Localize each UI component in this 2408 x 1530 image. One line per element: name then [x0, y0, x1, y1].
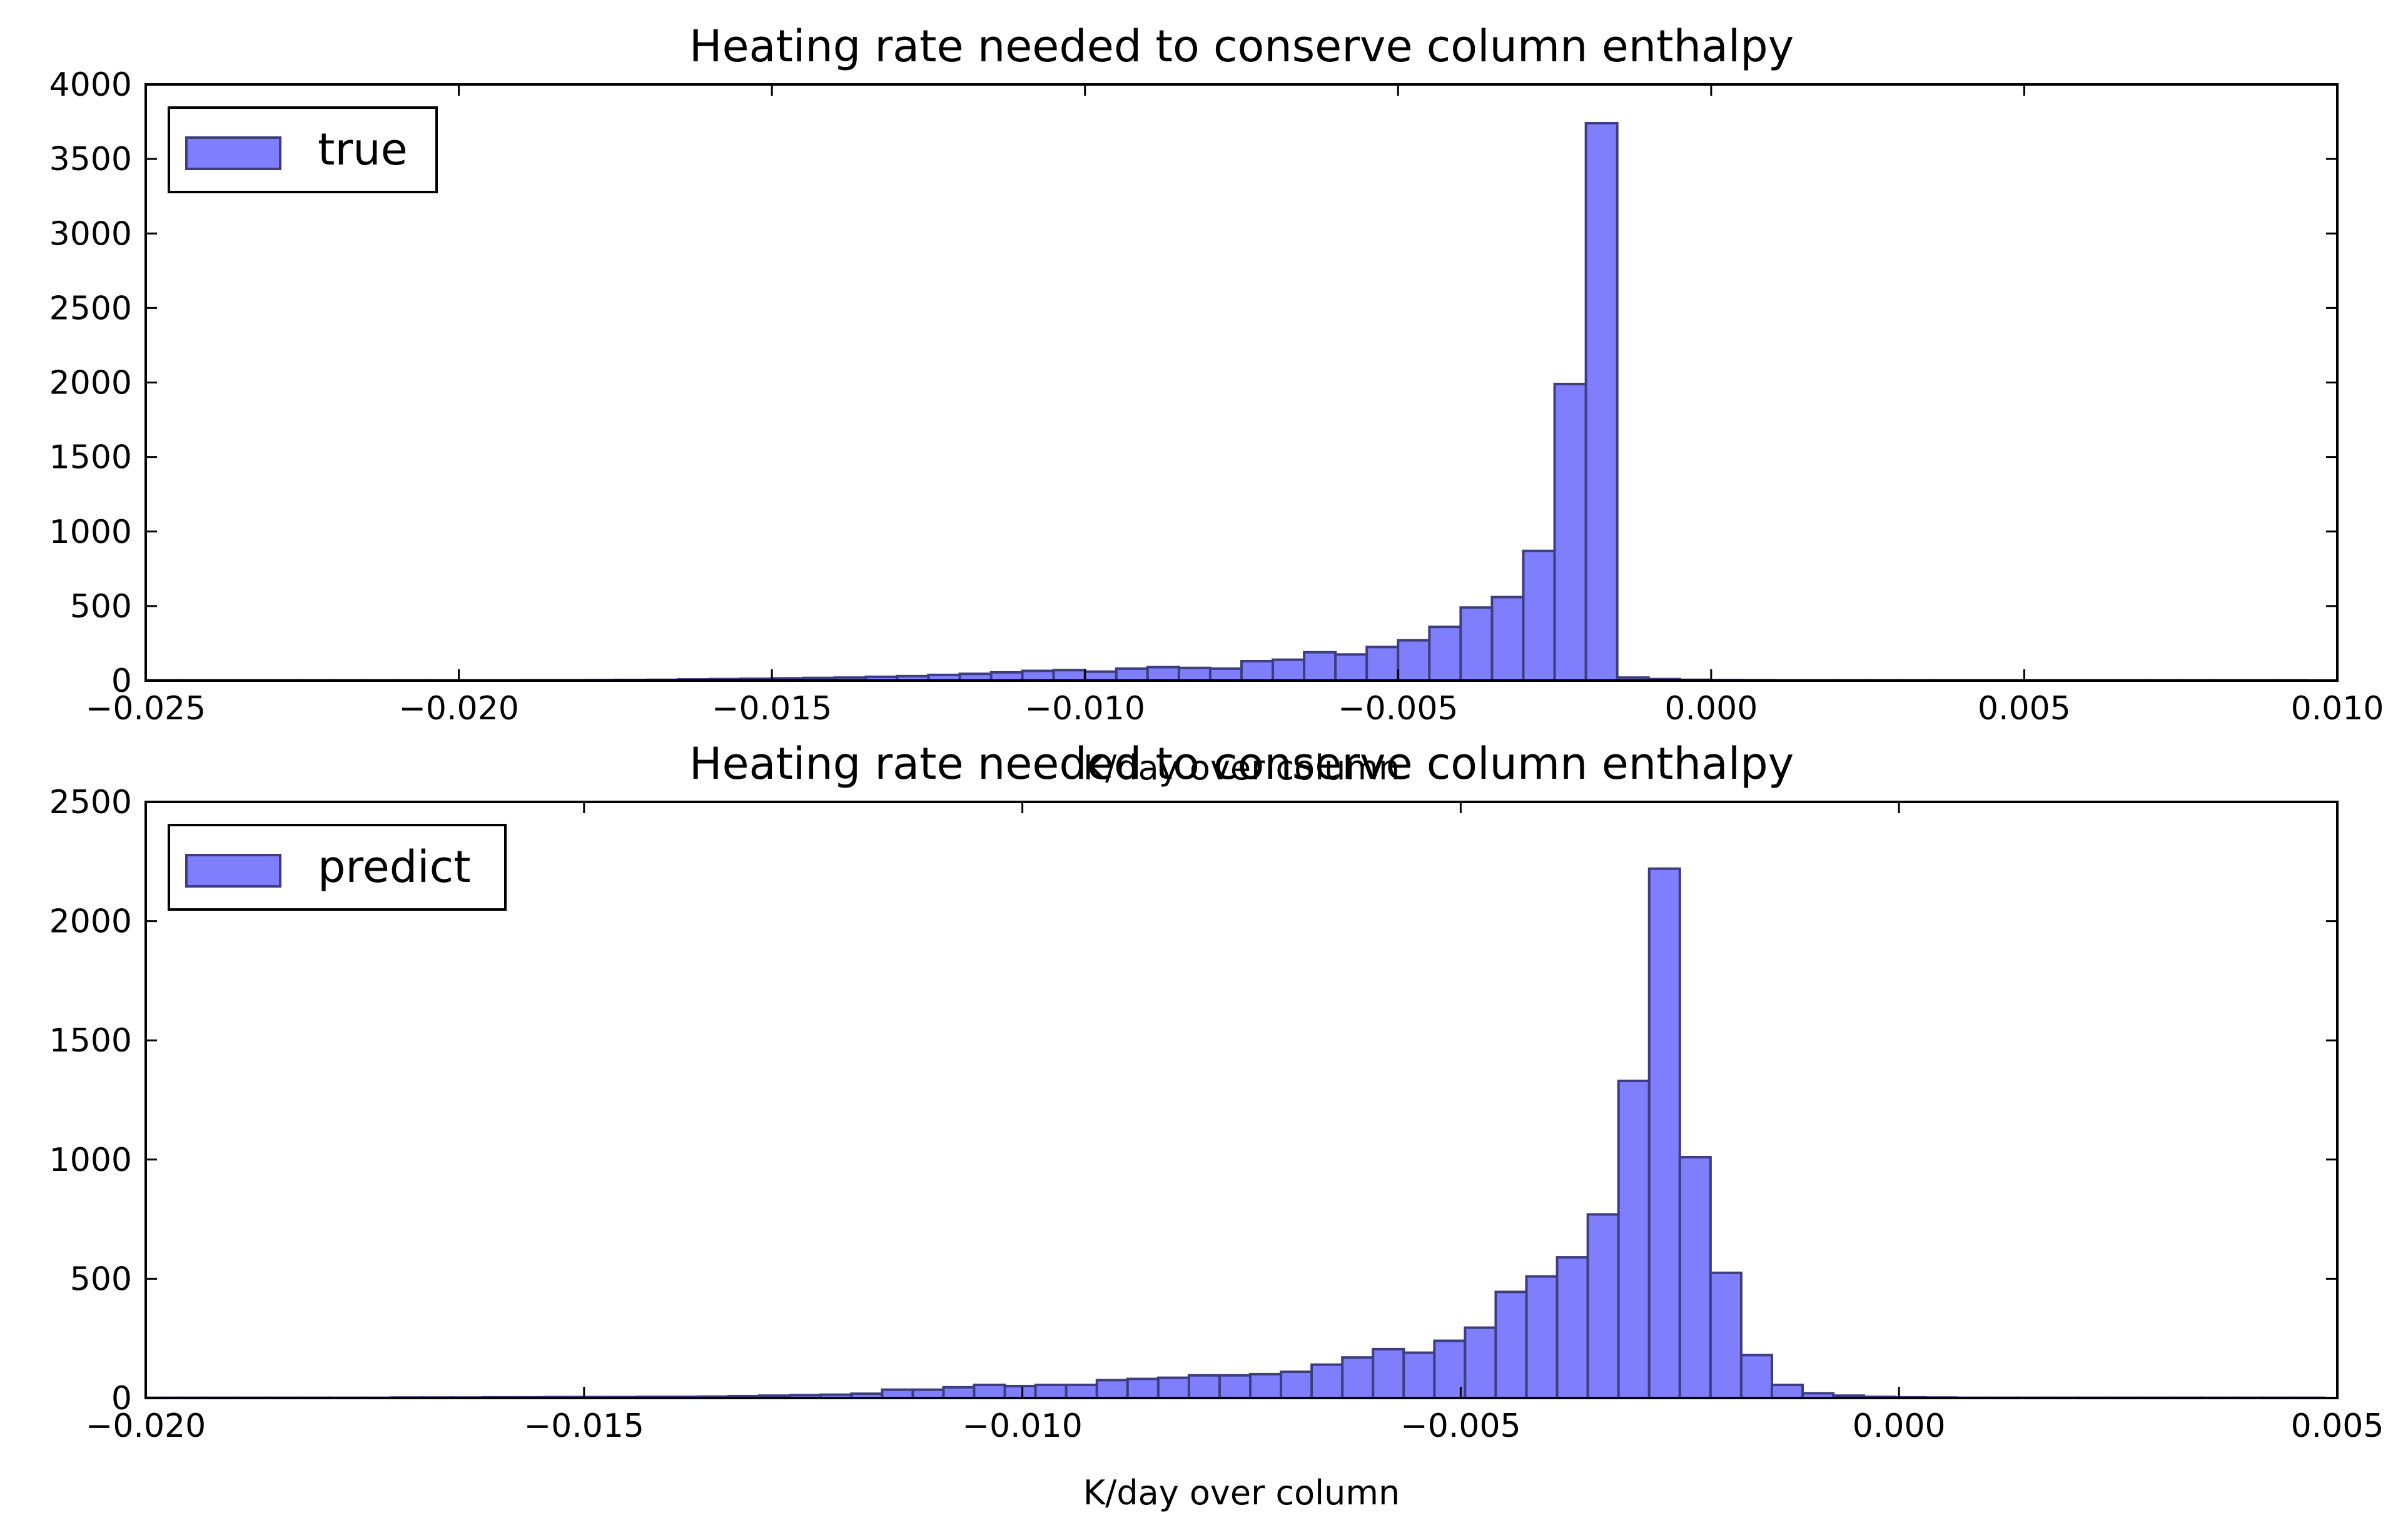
histogram-bar [1003, 1384, 1037, 1399]
histogram-bar [973, 1384, 1006, 1399]
x-tick-label: −0.020 [86, 1407, 206, 1445]
histogram-bar [1177, 666, 1212, 682]
histogram-bar [1065, 1384, 1098, 1399]
y-tick-label: 3500 [49, 141, 132, 178]
histogram-bar [1052, 669, 1086, 682]
x-tick-label: 0.005 [1978, 690, 2071, 727]
y-tick-label: 4000 [49, 66, 132, 104]
histogram-bar [1156, 1376, 1190, 1399]
x-axis-label: K/day over column [1083, 748, 1400, 788]
histogram-bar [1584, 121, 1619, 682]
y-tick-label: 500 [70, 1260, 132, 1298]
histogram-bar [1095, 1379, 1129, 1399]
y-tick-label: 1000 [49, 1142, 132, 1179]
axes-frame [144, 801, 2339, 1399]
histogram-bar [1770, 1384, 1804, 1399]
histogram-bar [1280, 1370, 1313, 1400]
histogram-bar [1553, 382, 1587, 682]
x-tick-label: −0.015 [524, 1407, 644, 1445]
histogram-bar [1341, 1356, 1375, 1400]
x-tick-label: −0.010 [962, 1407, 1082, 1445]
histogram-bar [1208, 667, 1243, 682]
y-tick-label: 1500 [49, 439, 132, 477]
y-tick-label: 3000 [49, 215, 132, 253]
histogram-bar [1678, 1155, 1712, 1400]
legend-label: true [318, 124, 408, 175]
histogram-bar [911, 1388, 945, 1399]
histogram-bar [1490, 595, 1525, 682]
legend: true [168, 106, 438, 193]
chart-predict-histogram: −0.020 −0.015 −0.010 −0.005 0.000 0.005 0 500 10… [49, 738, 2384, 1512]
y-tick-label: 0 [111, 1380, 132, 1417]
histogram-bar [1464, 1326, 1497, 1399]
histogram-bar [942, 1386, 976, 1399]
histogram-bar [1249, 1372, 1283, 1399]
histogram-bar [1115, 667, 1149, 682]
y-tick-label: 1000 [49, 514, 132, 551]
histogram-bar [1372, 1347, 1405, 1400]
legend: predict [168, 824, 507, 911]
y-tick-label: 1500 [49, 1022, 132, 1060]
histogram-bar [1428, 626, 1462, 682]
chart-title: Heating rate needed to conserve column e… [689, 21, 1794, 72]
histogram-bar [1459, 606, 1494, 682]
histogram-bar [1218, 1374, 1252, 1399]
histogram-bar [1402, 1351, 1436, 1400]
legend-swatch [185, 136, 281, 170]
y-tick-label: 2500 [49, 290, 132, 327]
histogram-bar [881, 1388, 914, 1399]
histogram-bar [1709, 1271, 1743, 1399]
y-tick-label: 0 [111, 662, 132, 700]
x-tick-label: 0.000 [1664, 690, 1758, 727]
x-tick-label: −0.005 [1338, 690, 1458, 727]
histogram-bar [1272, 658, 1306, 682]
y-tick-label: 500 [70, 588, 132, 626]
histogram-bar [1739, 1354, 1773, 1400]
x-tick-label: −0.025 [86, 690, 206, 727]
x-tick-label: −0.010 [1024, 690, 1145, 727]
histogram-bar [1021, 669, 1055, 682]
x-tick-label: 0.000 [1853, 1407, 1946, 1445]
histogram-bar [1525, 1275, 1559, 1400]
chart-title: Heating rate needed to conserve column e… [689, 738, 1794, 789]
legend-label: predict [318, 841, 471, 893]
histogram-bar [1083, 670, 1118, 682]
histogram-bar [1556, 1256, 1589, 1400]
ticks-group: −0.020 −0.015 −0.010 −0.005 0.000 0.005 0 500 10… [49, 784, 2384, 1445]
histogram-bar [1397, 639, 1431, 682]
y-tick-label: 2000 [49, 365, 132, 402]
histogram-bar [1617, 1080, 1651, 1400]
x-tick-label: 0.010 [2291, 690, 2384, 727]
histogram-bar [1365, 646, 1400, 682]
chart-true-histogram: −0.025 −0.020 −0.015 −0.010 −0.005 0.000 0.005… [49, 21, 2384, 788]
histogram-bar [1146, 666, 1180, 682]
x-axis-label: K/day over column [1083, 1473, 1400, 1512]
y-tick-label: 2000 [49, 903, 132, 941]
x-tick-label: −0.015 [712, 690, 832, 727]
legend-swatch [185, 854, 281, 888]
histogram-bar [1187, 1374, 1221, 1399]
histogram-bar [1334, 653, 1368, 682]
histogram-bar [1586, 1213, 1620, 1399]
histogram-bar [1034, 1384, 1068, 1399]
x-tick-label: −0.020 [398, 690, 519, 727]
histogram-bar [1310, 1363, 1344, 1400]
x-tick-label: −0.005 [1400, 1407, 1520, 1445]
y-tick-label: 2500 [49, 784, 132, 821]
histogram-bar [1240, 660, 1275, 682]
x-tick-label: 0.005 [2291, 1407, 2384, 1445]
histogram-bar [1494, 1290, 1528, 1399]
histogram-bar [1126, 1377, 1160, 1399]
histogram-bar [1647, 867, 1681, 1399]
ticks-group: −0.025 −0.020 −0.015 −0.010 −0.005 0.000 0.005… [49, 66, 2384, 727]
histogram-bar [1303, 651, 1337, 682]
histogram-bar [1522, 549, 1556, 682]
